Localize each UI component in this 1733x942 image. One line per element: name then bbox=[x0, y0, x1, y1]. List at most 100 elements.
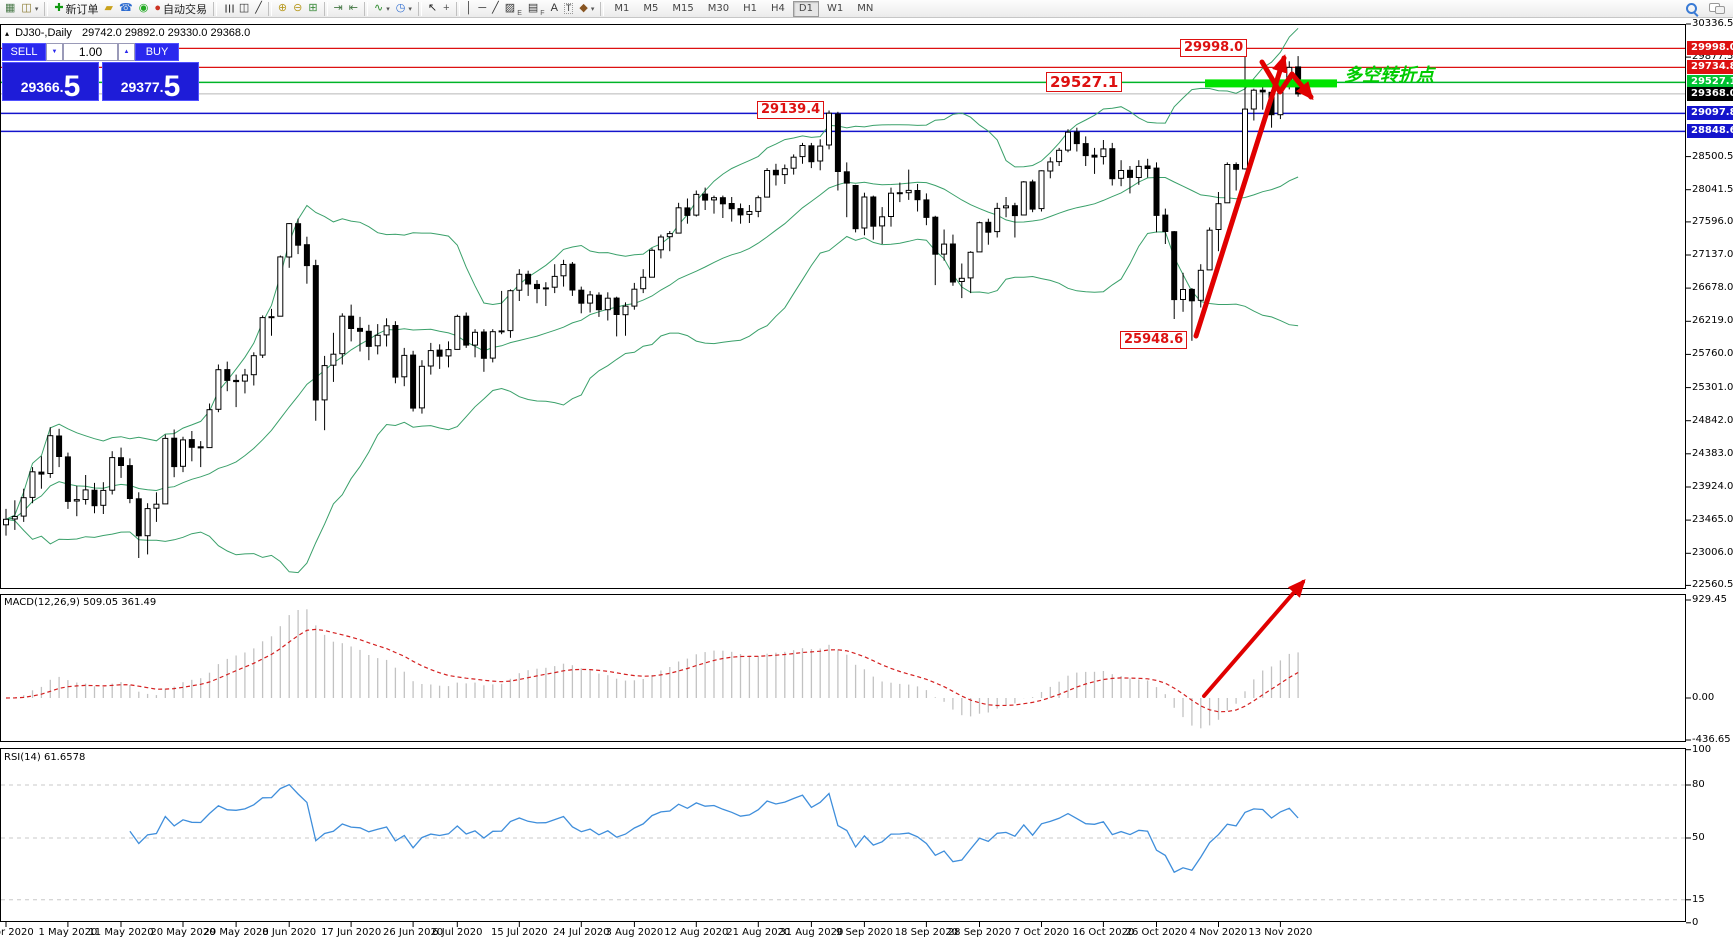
text-icon[interactable]: A bbox=[548, 1, 561, 17]
fibonacci-icon[interactable]: ▤ F bbox=[525, 1, 548, 17]
chat-icon[interactable] bbox=[1709, 3, 1725, 15]
line-chart-icon[interactable]: ╱ bbox=[252, 1, 265, 17]
ohlc-readout: 29742.0 29892.0 29330.0 29368.0 bbox=[82, 27, 251, 39]
price-tick: 29877.5 bbox=[1692, 51, 1733, 63]
date-label: 12 Aug 2020 bbox=[664, 927, 729, 938]
search-icon[interactable] bbox=[1685, 2, 1699, 16]
tile-windows-icon: ⊞ bbox=[308, 2, 318, 14]
price-callout-29139.4[interactable]: 29139.4 bbox=[757, 101, 825, 119]
macd-rally-arrow[interactable] bbox=[1202, 578, 1306, 698]
chart-shift-icon: ⇤ bbox=[348, 2, 358, 14]
buy-button[interactable]: BUY bbox=[135, 43, 179, 61]
auto-trading-button[interactable]: ● 自动交易 bbox=[151, 1, 210, 17]
macd-panel[interactable] bbox=[0, 594, 1686, 742]
pullback-arrow[interactable] bbox=[1259, 59, 1314, 101]
text-label-icon[interactable]: T bbox=[561, 1, 577, 17]
arrows-icon[interactable]: ◆ ▾ bbox=[576, 1, 597, 17]
price-badge-29527.1: 29527.1 bbox=[1687, 75, 1733, 90]
candlestick-chart-icon[interactable]: ◫ bbox=[236, 1, 252, 17]
auto-scroll-icon[interactable]: ⇥ bbox=[331, 1, 346, 17]
pivot-annotation-text[interactable]: 多空转折点 bbox=[1344, 65, 1434, 86]
timeframe-m5[interactable]: M5 bbox=[643, 2, 659, 14]
period-icon[interactable]: ◷ ▾ bbox=[393, 1, 415, 17]
timeframe-w1[interactable]: W1 bbox=[826, 2, 844, 14]
timeframe-d1[interactable]: D1 bbox=[792, 0, 819, 17]
chart-shift-icon[interactable]: ⇤ bbox=[346, 1, 361, 17]
deposit-funds-icon[interactable]: ▰ bbox=[102, 1, 116, 17]
toolbar-separator bbox=[363, 1, 368, 16]
arrows-icon-dropdown[interactable]: ▾ bbox=[590, 5, 595, 13]
price-tick: 23465.0 bbox=[1692, 514, 1733, 526]
timeframe-h4[interactable]: H4 bbox=[771, 2, 785, 14]
chart-profiles-icon[interactable]: ◫ ▾ bbox=[18, 1, 41, 17]
volume-increase-button[interactable]: ▲ bbox=[118, 43, 135, 61]
price-tick: 26678.0 bbox=[1692, 282, 1733, 294]
date-label: 1 May 2020 bbox=[38, 927, 98, 938]
auto-scroll-icon: ⇥ bbox=[333, 2, 343, 14]
sell-button[interactable]: SELL bbox=[2, 43, 46, 61]
main-chart-content bbox=[1, 27, 1685, 574]
macd-signal-line bbox=[5, 628, 1299, 713]
equidistant-channel-icon[interactable]: ▨ E bbox=[502, 1, 525, 17]
buy-price-button[interactable]: 29377. 5 bbox=[102, 62, 199, 101]
axis-tickmarks bbox=[5, 23, 1691, 927]
arrows-icon: ◆ bbox=[579, 2, 588, 14]
price-tick: 25301.0 bbox=[1692, 381, 1733, 393]
rally-arrow[interactable] bbox=[1193, 54, 1288, 339]
timeframe-m30[interactable]: M30 bbox=[707, 2, 730, 14]
one-click-trading-panel: SELL ▼ ▲ BUY 29366. 5 29377. 5 bbox=[2, 43, 199, 101]
new-order-button[interactable]: ✚ 新订单 bbox=[51, 1, 101, 17]
main-toolbar: ▦ ◫ ▾ ✚ 新订单 ▰ ☎ ◉ ● 自动交易 ☰ ◫ ╱ ⊕ ⊖ ⊞ ⇥ ⇤ ∿ ▾ ◷ ▾ ↖ + │ ─ ╱ ▨ E ▤ F A T ◆ ▾… bbox=[0, 0, 1733, 18]
price-axis[interactable]: 30336.5 29877.5 28500.5 28041.5 27596.0 27137… bbox=[1687, 18, 1733, 928]
price-callout-29998.0[interactable]: 29998.0 bbox=[1180, 39, 1248, 57]
rsi-label: RSI(14) 61.6578 bbox=[4, 752, 86, 763]
chart-profiles-icon: ◫ bbox=[21, 2, 32, 14]
timeframe-h1[interactable]: H1 bbox=[743, 2, 757, 14]
zoom-in-icon[interactable]: ⊕ bbox=[275, 1, 290, 17]
deposit-funds-icon: ▰ bbox=[104, 2, 114, 14]
timeframe-mn[interactable]: MN bbox=[857, 2, 874, 14]
bar-chart-icon[interactable]: ☰ bbox=[220, 1, 236, 17]
pivot-highlight-bar[interactable] bbox=[1205, 79, 1337, 88]
rsi-scale-tick: 0 bbox=[1692, 916, 1699, 928]
date-label: 31 Aug 2020 bbox=[779, 927, 844, 938]
chart-profiles-icon-dropdown[interactable]: ▾ bbox=[34, 5, 39, 13]
zoom-out-icon[interactable]: ⊖ bbox=[290, 1, 305, 17]
cursor-icon[interactable]: ↖ bbox=[425, 1, 440, 17]
price-callout-25948.6[interactable]: 25948.6 bbox=[1120, 331, 1188, 350]
period-icon-dropdown[interactable]: ▾ bbox=[408, 5, 412, 13]
horizontal-line-icon[interactable]: ─ bbox=[475, 1, 489, 17]
crosshair-icon[interactable]: + bbox=[440, 1, 452, 17]
trendline-icon[interactable]: ╱ bbox=[489, 1, 502, 17]
rsi-scale-tick: 15 bbox=[1692, 893, 1705, 905]
rsi-panel[interactable] bbox=[0, 748, 1686, 922]
timeframe-m1[interactable]: M1 bbox=[614, 2, 630, 14]
vertical-line-icon: │ bbox=[465, 2, 473, 14]
main-panel[interactable] bbox=[0, 24, 1686, 589]
macd-scale-tick: -436.65 bbox=[1692, 734, 1731, 745]
date-label: 15 Jul 2020 bbox=[490, 927, 548, 938]
volume-input[interactable] bbox=[63, 43, 118, 61]
symbol-name: DJ30-,Daily bbox=[15, 27, 72, 39]
buy-price-pip: 5 bbox=[163, 69, 181, 103]
vertical-line-icon[interactable]: │ bbox=[463, 1, 476, 17]
signals-icon[interactable]: ◉ bbox=[136, 1, 152, 17]
price-callout-29527.1[interactable]: 29527.1 bbox=[1046, 71, 1123, 92]
price-badge-29998.0: 29998.0 bbox=[1687, 41, 1733, 56]
indicators-icon-dropdown[interactable]: ▾ bbox=[386, 5, 390, 13]
toolbar-separator bbox=[44, 1, 49, 16]
crosshair-icon: + bbox=[443, 2, 450, 14]
new-chart-icon[interactable]: ▦ bbox=[2, 1, 18, 17]
auto-trading-button-label: 自动交易 bbox=[162, 3, 207, 16]
timeframe-m15[interactable]: M15 bbox=[672, 2, 694, 14]
phone-trading-icon[interactable]: ☎ bbox=[116, 1, 136, 17]
indicators-icon[interactable]: ∿ ▾ bbox=[371, 1, 393, 17]
volume-decrease-button[interactable]: ▼ bbox=[46, 43, 63, 61]
period-icon: ◷ bbox=[395, 2, 406, 14]
toolbar-separator bbox=[323, 1, 328, 16]
tile-windows-icon[interactable]: ⊞ bbox=[305, 1, 320, 17]
sell-price-button[interactable]: 29366. 5 bbox=[2, 62, 99, 101]
